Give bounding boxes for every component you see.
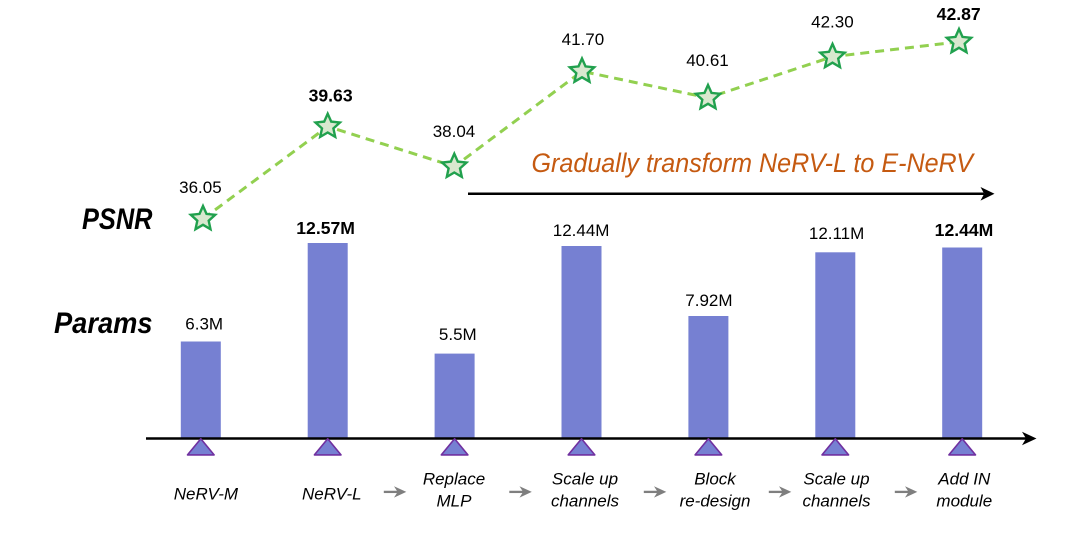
svg-text:39.63: 39.63 bbox=[309, 85, 353, 105]
svg-text:channels: channels bbox=[802, 492, 871, 511]
svg-text:NeRV-M: NeRV-M bbox=[174, 485, 239, 504]
svg-text:7.92M: 7.92M bbox=[685, 291, 732, 310]
svg-text:12.44M: 12.44M bbox=[935, 220, 994, 240]
svg-text:Gradually transform NeRV-L to: Gradually transform NeRV-L to E-NeRV bbox=[532, 148, 976, 178]
svg-text:36.05: 36.05 bbox=[179, 178, 222, 197]
svg-text:42.87: 42.87 bbox=[937, 4, 981, 24]
svg-text:module: module bbox=[936, 492, 992, 511]
svg-text:6.3M: 6.3M bbox=[185, 314, 223, 333]
svg-text:Scale up: Scale up bbox=[803, 469, 869, 488]
svg-text:NeRV-L: NeRV-L bbox=[302, 485, 362, 504]
svg-text:PSNR: PSNR bbox=[82, 203, 153, 236]
svg-text:Block: Block bbox=[694, 469, 737, 488]
svg-text:12.44M: 12.44M bbox=[553, 221, 610, 240]
svg-text:Replace: Replace bbox=[423, 469, 485, 488]
svg-text:42.30: 42.30 bbox=[811, 13, 854, 32]
svg-text:12.11M: 12.11M bbox=[809, 224, 864, 243]
svg-text:Scale up: Scale up bbox=[552, 469, 618, 488]
svg-text:MLP: MLP bbox=[437, 492, 473, 511]
svg-text:38.04: 38.04 bbox=[433, 122, 476, 141]
svg-text:5.5M: 5.5M bbox=[439, 325, 477, 344]
svg-text:40.61: 40.61 bbox=[686, 51, 729, 70]
svg-text:re-design: re-design bbox=[680, 492, 751, 511]
svg-text:Params: Params bbox=[54, 307, 153, 340]
svg-text:Add IN: Add IN bbox=[937, 469, 991, 488]
svg-text:channels: channels bbox=[551, 492, 620, 511]
svg-text:41.70: 41.70 bbox=[562, 30, 605, 49]
svg-text:12.57M: 12.57M bbox=[296, 218, 355, 238]
